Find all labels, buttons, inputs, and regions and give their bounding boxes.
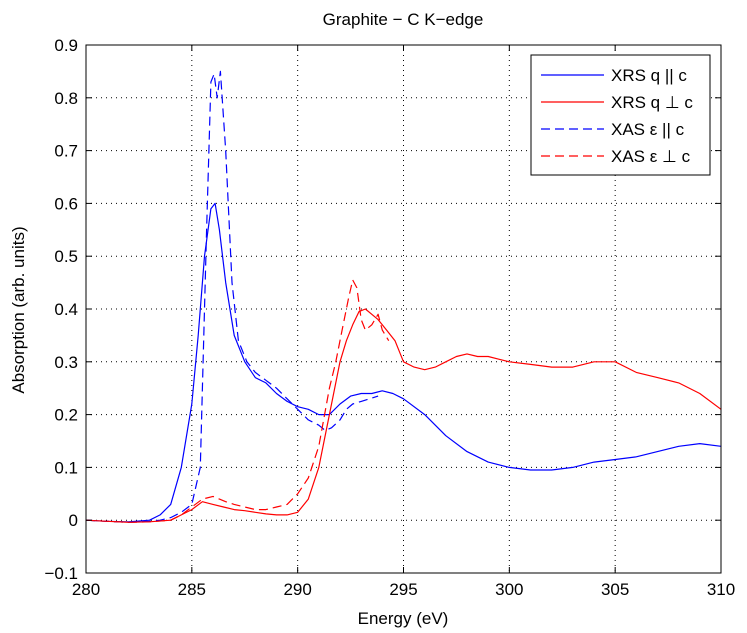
series-lines: [85, 70, 722, 523]
x-tick-label: 290: [283, 580, 311, 599]
series-line-xas-perpendicular: [85, 279, 390, 523]
y-tick-label: 0.6: [54, 194, 78, 213]
legend-label-xrs-perpendicular: XRS q ⊥ c: [611, 93, 693, 112]
y-tick-label: 0.3: [54, 353, 78, 372]
chart-title: Graphite − C K−edge: [323, 10, 484, 29]
y-tick-label: 0: [69, 511, 78, 530]
series-line-xas-parallel: [85, 70, 379, 523]
x-axis-label: Energy (eV): [358, 609, 449, 628]
x-tick-label: 305: [601, 580, 629, 599]
x-tick-label: 285: [178, 580, 206, 599]
y-tick-label: 0.7: [54, 142, 78, 161]
x-tick-label: 310: [707, 580, 735, 599]
legend: XRS q || c XRS q ⊥ c XAS ε || c XAS ε ⊥ …: [530, 54, 711, 176]
y-tick-label: 0.2: [54, 406, 78, 425]
y-tick-label: 0.4: [54, 300, 78, 319]
x-tick-label: 300: [495, 580, 523, 599]
legend-box: [530, 54, 711, 176]
y-tick-label: −0.1: [44, 564, 78, 583]
y-tick-label: 0.5: [54, 247, 78, 266]
y-axis-label: Absorption (arb. units): [9, 226, 28, 393]
x-tick-label: 280: [72, 580, 100, 599]
x-tick-label: 295: [389, 580, 417, 599]
legend-label-xas-parallel: XAS ε || c: [611, 120, 685, 139]
legend-label-xas-perpendicular: XAS ε ⊥ c: [611, 147, 691, 166]
y-tick-label: 0.9: [54, 36, 78, 55]
axis-ticks: 280 285 290 295 300 305 310 −0.1 0 0.1 0.2 0.3 0.4 0.…: [44, 36, 735, 599]
grid: [86, 45, 721, 573]
y-tick-label: 0.8: [54, 89, 78, 108]
y-tick-label: 0.1: [54, 458, 78, 477]
series-line-xrs-perpendicular: [85, 308, 722, 523]
legend-label-xrs-parallel: XRS q || c: [611, 66, 687, 85]
